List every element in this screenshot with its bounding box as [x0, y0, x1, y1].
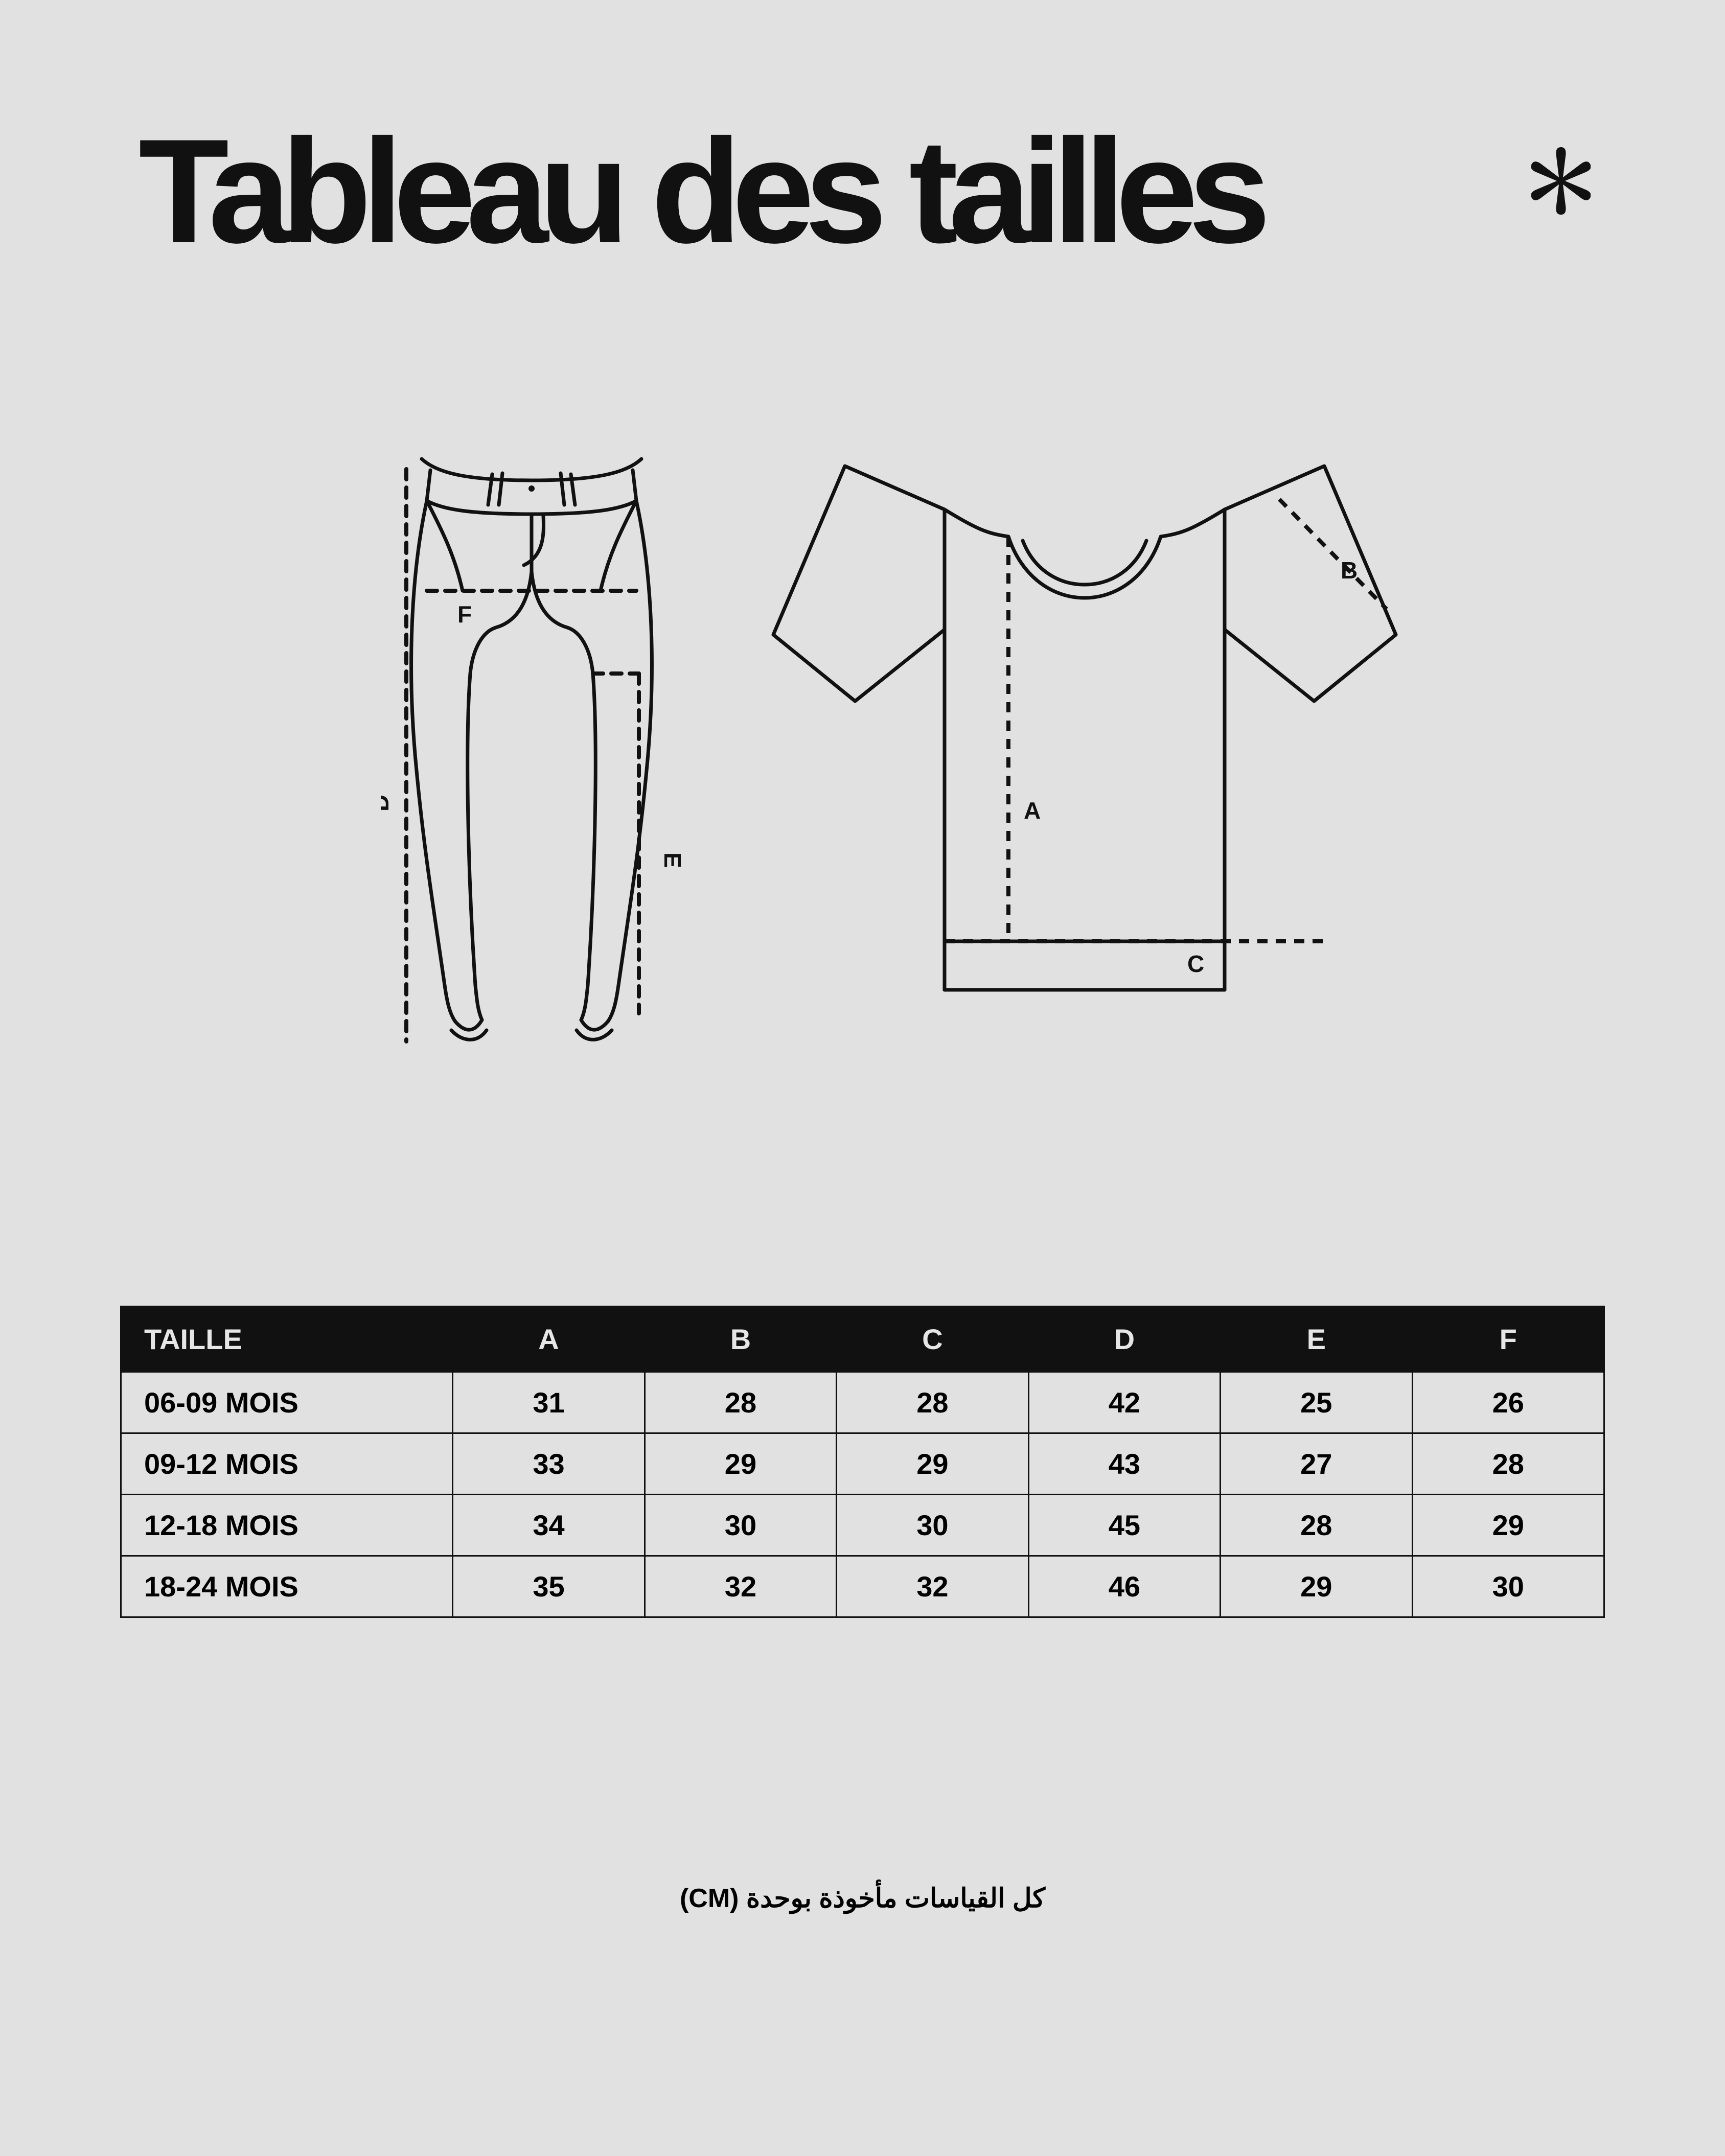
svg-text:E: E [659, 852, 682, 868]
svg-text:B: B [1341, 557, 1358, 584]
svg-text:A: A [1024, 797, 1041, 824]
svg-text:D: D [381, 795, 394, 812]
svg-text:C: C [1187, 951, 1204, 977]
svg-text:F: F [457, 601, 472, 628]
